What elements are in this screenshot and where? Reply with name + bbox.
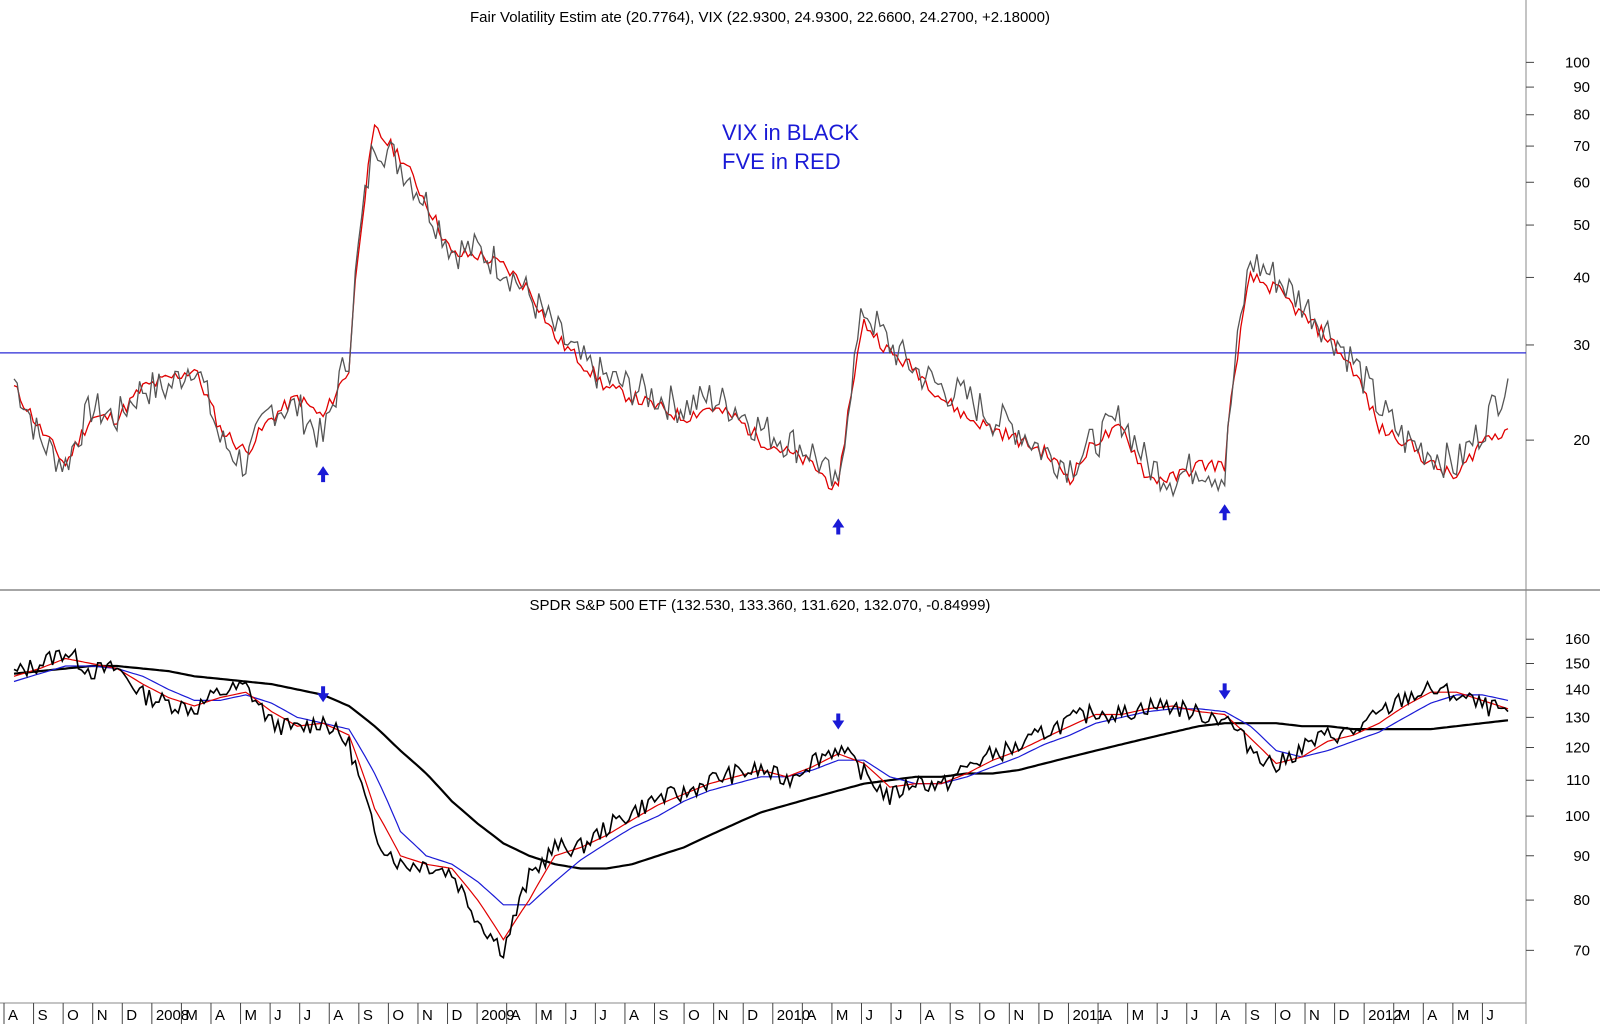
x-tick-label: M [1132,1007,1145,1024]
x-tick-label: S [38,1007,48,1024]
x-tick-label: J [1161,1007,1169,1024]
x-tick-label: D [1043,1007,1054,1024]
spy-y-tick-label: 160 [1565,631,1590,648]
x-tick-label: S [363,1007,373,1024]
x-tick-label: A [8,1007,18,1024]
buy-arrow-icon [1218,504,1231,521]
vix-y-tick-label: 20 [1573,432,1590,449]
x-tick-label: A [333,1007,343,1024]
vix-series-group [13,123,1509,498]
x-tick-label: O [1279,1007,1291,1024]
fve-legend-note: FVE in RED [722,149,841,174]
vix-line [13,141,1509,498]
vix-y-tick-label: 90 [1573,79,1590,96]
spy-price-line [13,647,1509,959]
vix-y-tick-label: 30 [1573,337,1590,354]
x-tick-label: O [392,1007,404,1024]
sell-arrow-icon [832,713,845,730]
spy-y-tick-label: 100 [1565,808,1590,825]
x-tick-label: 2011 [1072,1007,1104,1024]
sell-arrow-icon [317,686,330,703]
x-tick-label: O [984,1007,996,1024]
spy-ma-short-line [13,657,1509,941]
x-tick-label: A [629,1007,639,1024]
x-tick-label: 2009 [481,1007,514,1024]
x-tick-label: S [659,1007,669,1024]
signal-arrows [317,466,1231,730]
vix-legend-note: VIX in BLACK [722,120,859,145]
x-tick-label: A [1220,1007,1230,1024]
spy-y-tick-label: 70 [1573,942,1590,959]
x-tick-label: M [836,1007,849,1024]
x-tick-label: N [422,1007,433,1024]
x-tick-label: D [452,1007,463,1024]
x-tick-label: O [688,1007,700,1024]
vix-y-tick-label: 100 [1565,54,1590,71]
vix-y-axis: 20 30 40 50 60 70 80 90 100 [1526,54,1590,449]
x-tick-label: M [1457,1007,1470,1024]
x-tick-label: J [1486,1007,1494,1024]
x-tick-label: N [1013,1007,1024,1024]
x-tick-label: N [97,1007,108,1024]
spy-y-tick-label: 120 [1565,739,1590,756]
x-tick-label: A [1102,1007,1112,1024]
x-tick-label: A [925,1007,935,1024]
spy-y-tick-label: 150 [1565,656,1590,673]
vix-y-tick-label: 40 [1573,269,1590,286]
vix-y-tick-label: 80 [1573,107,1590,124]
x-tick-label: D [1339,1007,1350,1024]
x-tick-label: D [747,1007,758,1024]
spy-ma-mid-line [13,665,1509,906]
spy-y-axis: 70 80 90 100 110 120 130 140 150 160 [1526,631,1590,959]
x-tick-label: A [215,1007,225,1024]
vix-panel-title: Fair Volatility Estim ate (20.7764), VIX… [470,9,1050,26]
spy-ma-long-line [13,664,1509,870]
vix-y-tick-label: 60 [1573,174,1590,191]
x-tick-label: D [126,1007,137,1024]
sell-arrow-icon [1218,683,1231,700]
x-tick-label: J [304,1007,312,1024]
x-tick-label: J [865,1007,873,1024]
x-tick-label: A [1427,1007,1437,1024]
x-tick-label: A [511,1007,521,1024]
x-tick-label: M [185,1007,198,1024]
spy-y-tick-label: 110 [1566,772,1590,789]
x-tick-label: J [274,1007,282,1024]
x-tick-label: 2012 [1368,1007,1401,1024]
spy-panel-title: SPDR S&P 500 ETF (132.530, 133.360, 131.… [530,597,991,614]
x-tick-label: M [1398,1007,1411,1024]
x-tick-label: N [1309,1007,1320,1024]
spy-y-tick-label: 90 [1573,848,1590,865]
x-tick-label: S [954,1007,964,1024]
x-tick-label: 2010 [777,1007,810,1024]
x-tick-label: N [718,1007,729,1024]
x-tick-label: J [570,1007,578,1024]
x-tick-label: S [1250,1007,1260,1024]
x-tick-label: 2008 [156,1007,189,1024]
vix-y-tick-label: 70 [1573,138,1590,155]
buy-arrow-icon [832,518,845,535]
x-tick-label: J [599,1007,607,1024]
x-tick-label: A [806,1007,816,1024]
x-tick-label: M [245,1007,257,1024]
spy-y-tick-label: 140 [1565,681,1590,698]
vix-y-tick-label: 50 [1573,217,1590,234]
fve-line [13,123,1509,491]
spy-y-tick-label: 130 [1565,709,1590,726]
x-tick-label: O [67,1007,79,1024]
x-tick-label: M [540,1007,553,1024]
x-tick-label: J [895,1007,903,1024]
buy-arrow-icon [317,466,330,483]
spy-series-group [13,647,1509,959]
spy-y-tick-label: 80 [1573,892,1590,909]
x-tick-label: J [1191,1007,1199,1024]
